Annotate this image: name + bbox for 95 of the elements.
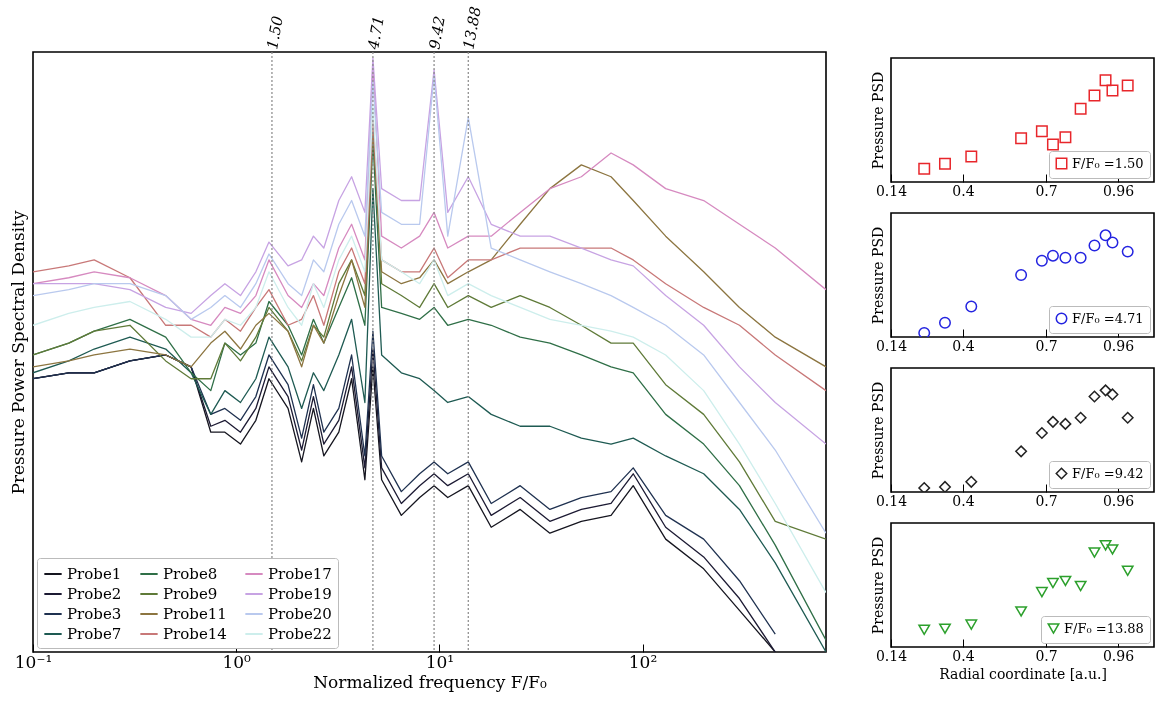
x-tick-label: 0.14 — [875, 647, 908, 664]
x-tick-label: 0.14 — [875, 182, 908, 199]
point — [938, 316, 951, 329]
point — [1121, 79, 1134, 92]
point — [1121, 411, 1134, 424]
point — [918, 624, 931, 636]
point — [965, 300, 978, 313]
point — [938, 623, 951, 634]
x-tick-label: 0.96 — [1102, 492, 1135, 509]
x-tick-label: 0.4 — [952, 337, 975, 354]
point — [1046, 415, 1059, 428]
y-axis-title: Pressure PSD — [869, 381, 886, 480]
point — [1106, 544, 1119, 555]
point — [1015, 606, 1028, 617]
point — [1099, 74, 1112, 87]
legend-label: Probe2 — [67, 585, 122, 603]
point — [1015, 132, 1028, 145]
ref-line-label: 9.42 — [425, 14, 449, 51]
legend-label: F/F₀ =13.88 — [1064, 620, 1144, 636]
x-tick-label: 10² — [628, 651, 658, 672]
point — [1088, 89, 1101, 102]
x-tick-label: 0.4 — [952, 647, 975, 664]
point — [918, 162, 931, 175]
point — [1088, 390, 1101, 403]
legend-label: Probe14 — [163, 625, 227, 643]
point — [1121, 245, 1134, 258]
x-tick-label: 10⁰ — [222, 651, 252, 672]
x-tick-label: 0.96 — [1102, 647, 1135, 664]
legend-label: Probe7 — [67, 625, 122, 643]
x-tick-label: 0.14 — [875, 337, 908, 354]
x-axis-title: Normalized frequency F/F₀ — [313, 671, 548, 692]
legend-label: Probe3 — [67, 605, 122, 623]
point — [965, 475, 978, 488]
x-tick-label: 0.7 — [1035, 492, 1058, 509]
x-tick-label: 0.96 — [1102, 337, 1135, 354]
legend-label: Probe11 — [163, 605, 227, 623]
y-axis-title: Pressure PSD — [869, 71, 886, 170]
point — [1106, 236, 1119, 249]
legend-label: Probe22 — [268, 625, 332, 643]
x-axis-title: Radial coordinate [a.u.] — [939, 665, 1107, 682]
point — [1074, 251, 1087, 264]
point — [1015, 445, 1028, 458]
point — [1099, 229, 1112, 242]
point — [1035, 254, 1048, 267]
x-tick-label: 0.7 — [1035, 182, 1058, 199]
point — [1099, 540, 1112, 551]
point — [1035, 125, 1048, 138]
x-tick-label: 0.14 — [875, 492, 908, 509]
point — [1015, 269, 1028, 281]
point — [1059, 417, 1072, 430]
legend-label: F/F₀ =9.42 — [1072, 465, 1144, 481]
point — [1099, 384, 1112, 397]
x-tick-label: 0.4 — [952, 492, 975, 509]
point — [965, 150, 978, 163]
x-tick-label: 10¹ — [425, 651, 455, 672]
point — [938, 157, 951, 170]
x-tick-label: 0.96 — [1102, 182, 1135, 199]
legend-label: F/F₀ =4.71 — [1072, 310, 1144, 326]
point — [1059, 131, 1072, 144]
point — [1074, 580, 1087, 592]
point — [1121, 565, 1134, 577]
legend-label: Probe1 — [67, 565, 122, 583]
legend-label: Probe8 — [163, 565, 218, 583]
y-axis-title: Pressure PSD — [869, 536, 886, 635]
point — [1088, 547, 1101, 558]
x-tick-label: 0.7 — [1035, 647, 1058, 664]
point — [1035, 586, 1048, 598]
x-tick-label: 0.4 — [952, 182, 975, 199]
point — [1046, 138, 1059, 151]
point — [1059, 251, 1072, 264]
point — [1059, 575, 1072, 587]
legend-label: Probe20 — [268, 605, 332, 623]
legend-label: F/F₀ =1.50 — [1072, 155, 1144, 171]
legend-label: Probe19 — [268, 585, 332, 603]
point — [1074, 411, 1087, 424]
point — [1046, 249, 1059, 262]
point — [1088, 239, 1101, 252]
y-axis-title: Pressure PSD — [869, 226, 886, 325]
x-tick-label: 0.7 — [1035, 337, 1058, 354]
point — [938, 480, 951, 492]
ref-line-label: 13.88 — [459, 5, 485, 51]
point — [1106, 388, 1119, 401]
point — [1046, 577, 1059, 589]
point — [918, 481, 931, 492]
y-axis-title: Pressure Power Spectral Density — [7, 210, 28, 495]
point — [965, 619, 978, 630]
point — [1106, 84, 1119, 97]
legend-label: Probe9 — [163, 585, 218, 603]
ref-line-label: 1.50 — [263, 14, 287, 51]
point — [1074, 102, 1087, 115]
legend-label: Probe17 — [268, 565, 332, 583]
x-tick-label: 10⁻¹ — [14, 651, 53, 672]
point — [1035, 427, 1048, 440]
ref-line-label: 4.71 — [364, 14, 388, 52]
point — [918, 326, 931, 337]
